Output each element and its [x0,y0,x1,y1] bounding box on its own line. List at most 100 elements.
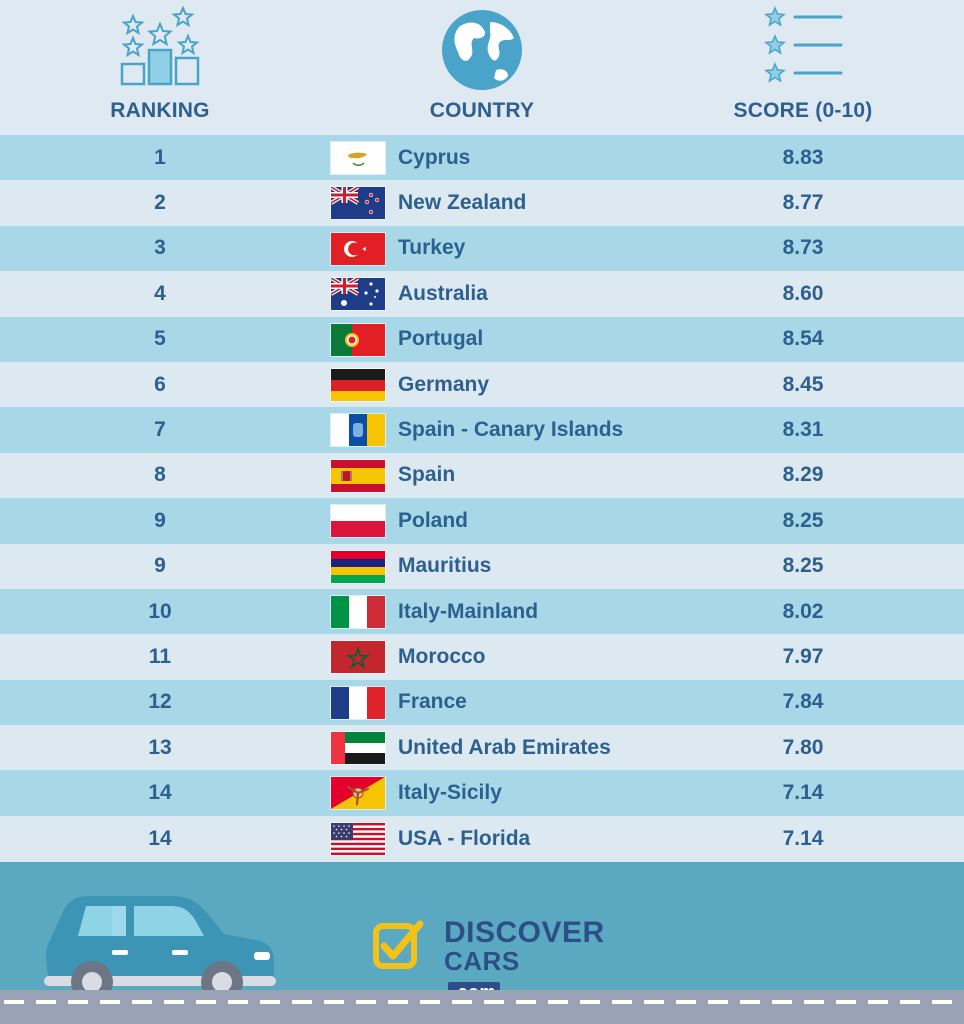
star-list-icon [764,6,843,83]
rank-cell: 14 [148,826,172,850]
car-icon [44,896,276,1003]
country-cell: Portugal [398,327,484,351]
lane-dash [452,1000,472,1004]
lane-dash [292,1000,312,1004]
country-cell: USA - Florida [398,826,531,850]
rank-cell: 12 [148,690,172,714]
ranking-header-label: RANKING [110,99,210,122]
score-cell: 7.14 [782,826,824,850]
lane-dash [228,1000,248,1004]
rank-cell: 9 [154,508,166,532]
country-column-header: COUNTRY [332,0,632,135]
country-cell: France [398,690,467,714]
country-cell: New Zealand [398,191,527,215]
score-header-label: SCORE (0-10) [733,99,873,122]
road-lane-markings [4,1000,952,1004]
table-row: 4 Australia 8.60 [0,271,964,317]
score-cell: 7.84 [782,690,824,714]
table-row: 2 New Zealand 8.77 [0,180,964,226]
table-row: 9 Mauritius 8.25 [0,543,964,589]
road [0,990,964,1024]
score-cell: 8.02 [782,599,824,623]
flag-spain-icon [331,459,385,492]
country-cell: Poland [398,508,469,532]
flag-turkey-icon [331,232,385,265]
checkbox-logo-icon [373,920,424,969]
lane-dash [516,1000,536,1004]
globe-icon [442,10,522,90]
table-row: 14 Italy-Sicily 7.14 [0,770,964,816]
score-cell: 8.77 [782,191,824,215]
country-cell: Cyprus [398,145,471,169]
flag-france-icon [331,686,385,719]
score-column-header: SCORE (0-10) [703,0,903,135]
table-row: 11 Morocco 7.97 [0,634,964,680]
rank-cell: 5 [154,327,166,351]
flag-usa-icon [331,822,385,855]
score-cell: 8.25 [782,508,824,532]
rank-cell: 11 [148,644,172,668]
country-cell: United Arab Emirates [398,735,611,759]
rank-cell: 6 [154,372,166,396]
lane-dash [484,1000,504,1004]
ranking-table: 1 Cyprus 8.83 2 New Zealand 8.77 3 Turkey 8.73 4 A… [0,135,964,862]
score-cell: 7.97 [782,644,824,668]
table-row: 13 United Arab Emirates 7.80 [0,725,964,771]
score-cell: 7.14 [782,781,824,805]
flag-new-zealand-icon [331,187,385,220]
ranking-column-header: RANKING [60,0,260,135]
table-row: 8 Spain 8.29 [0,452,964,499]
lane-dash [68,1000,88,1004]
table-row: 5 Portugal 8.54 [0,316,964,362]
table-row: 7 Spain - Canary Islands 8.31 [0,407,964,453]
country-cell: Italy-Mainland [398,599,539,623]
lane-dash [644,1000,664,1004]
rank-cell: 3 [154,236,166,260]
rank-cell: 14 [148,781,172,805]
score-cell: 7.80 [782,735,824,759]
flag-mauritius-icon [331,550,385,583]
country-cell: Turkey [398,236,466,260]
lane-dash [612,1000,632,1004]
lane-dash [356,1000,376,1004]
lane-dash [196,1000,216,1004]
lane-dash [164,1000,184,1004]
score-cell: 8.31 [782,418,824,442]
flag-cyprus-icon [331,142,385,174]
lane-dash [580,1000,600,1004]
lane-dash [36,1000,56,1004]
rank-cell: 13 [148,735,172,759]
score-cell: 8.54 [782,327,824,351]
table-row: 9 Poland 8.25 [0,498,964,544]
lane-dash [900,1000,920,1004]
flag-canary-islands-icon [331,414,385,447]
logo-cars-text: CARS [444,946,520,976]
country-cell: Spain [398,463,456,487]
table-row: 10 Italy-Mainland 8.02 [0,588,964,635]
lane-dash [932,1000,952,1004]
rank-cell: 7 [154,418,166,442]
rank-cell: 9 [154,554,166,578]
table-row: 3 Turkey 8.73 [0,225,964,272]
lane-dash [548,1000,568,1004]
country-cell: Morocco [398,644,486,668]
country-cell: Mauritius [398,554,492,578]
lane-dash [868,1000,888,1004]
lane-dash [836,1000,856,1004]
lane-dash [676,1000,696,1004]
podium-stars-icon [120,6,200,86]
flag-portugal-icon [331,323,385,356]
score-cell: 8.45 [782,372,824,396]
table-row: 6 Germany 8.45 [0,361,964,408]
lane-dash [324,1000,344,1004]
lane-dash [708,1000,728,1004]
flag-poland-icon [331,505,385,538]
country-cell: Italy-Sicily [398,781,502,805]
rank-cell: 4 [154,281,166,305]
flag-morocco-icon [331,641,385,674]
flag-australia-icon [331,278,385,311]
lane-dash [260,1000,280,1004]
lane-dash [4,1000,24,1004]
country-header-label: COUNTRY [429,99,535,122]
